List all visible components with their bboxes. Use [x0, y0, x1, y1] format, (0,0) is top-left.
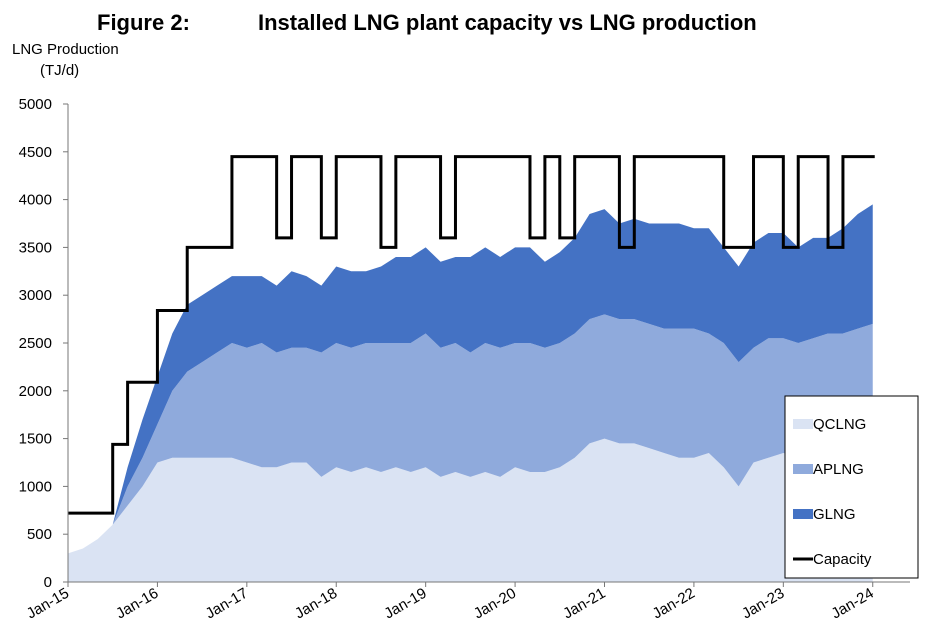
legend-label: GLNG	[813, 506, 856, 523]
x-tick-label: Jan-21	[560, 585, 608, 623]
y-tick-label: 1500	[19, 431, 52, 448]
capacity-line	[68, 155, 875, 515]
area-aplng	[68, 314, 873, 554]
x-tick-label: Jan-20	[471, 585, 519, 623]
figure-label: Figure 2:	[97, 10, 190, 35]
y-axis-label: (TJ/d)	[40, 62, 79, 79]
y-tick-label: 4500	[19, 144, 52, 161]
x-tick-label: Jan-17	[203, 585, 251, 623]
x-tick-label: Jan-16	[113, 585, 161, 623]
y-tick-label: 5000	[19, 96, 52, 113]
legend-swatch	[793, 419, 813, 429]
x-tick-label: Jan-22	[650, 585, 698, 623]
y-axis-label: LNG Production	[12, 41, 119, 58]
y-tick-label: 2500	[19, 335, 52, 352]
y-tick-label: 500	[27, 526, 52, 543]
legend-label: APLNG	[813, 461, 864, 478]
x-tick-label: Jan-23	[739, 585, 787, 623]
x-tick-label: Jan-19	[381, 585, 429, 623]
y-tick-label: 3000	[19, 287, 52, 304]
y-tick-label: 0	[44, 574, 52, 591]
y-tick-label: 4000	[19, 192, 52, 209]
legend-swatch	[793, 464, 813, 474]
area-qclng	[68, 438, 873, 582]
area-glng	[68, 204, 873, 554]
legend-label: Capacity	[813, 551, 872, 568]
legend-swatch	[793, 509, 813, 519]
legend: QCLNG APLNG GLNG Capacity	[784, 395, 919, 579]
x-tick-label: Jan-18	[292, 585, 340, 623]
y-tick-label: 2000	[19, 383, 52, 400]
y-tick-label: 3500	[19, 239, 52, 256]
chart-title: Installed LNG plant capacity vs LNG prod…	[258, 10, 757, 35]
x-tick-label: Jan-24	[829, 585, 877, 623]
legend-label: QCLNG	[813, 416, 866, 433]
y-tick-label: 1000	[19, 478, 52, 495]
